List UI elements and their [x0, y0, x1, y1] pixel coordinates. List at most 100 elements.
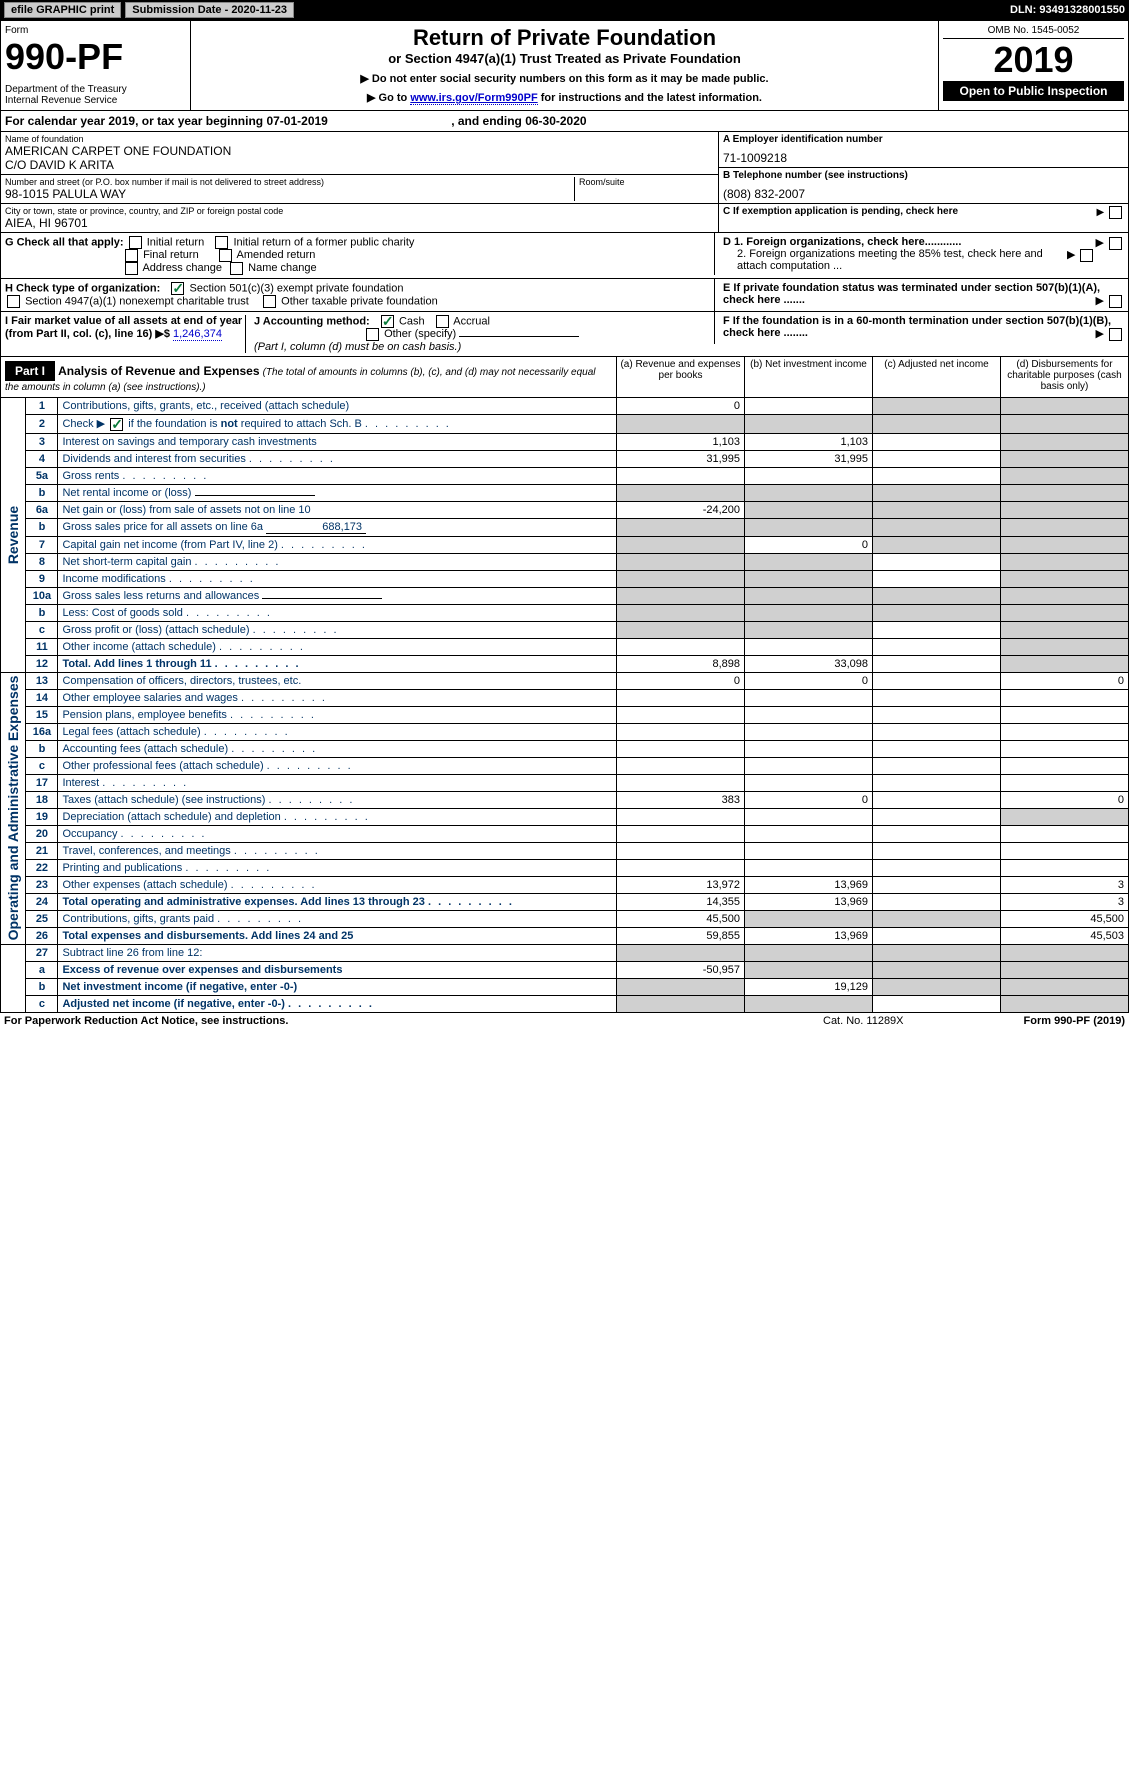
part1-label: Part I — [5, 361, 55, 381]
table-row: 8Net short-term capital gain — [26, 553, 1129, 570]
g-initial-return-checkbox[interactable] — [129, 236, 142, 249]
revenue-section: Revenue 1Contributions, gifts, grants, e… — [0, 398, 1129, 673]
irs-link[interactable]: www.irs.gov/Form990PF — [410, 92, 537, 105]
table-row: 2Check ▶ if the foundation is not requir… — [26, 415, 1129, 434]
j-accrual-checkbox[interactable] — [436, 315, 449, 328]
table-row: 18Taxes (attach schedule) (see instructi… — [26, 791, 1129, 808]
table-row: 27Subtract line 26 from line 12: — [26, 945, 1129, 962]
d2-checkbox[interactable] — [1080, 249, 1093, 262]
g-final-return-checkbox[interactable] — [125, 249, 138, 262]
g-initial-former-checkbox[interactable] — [215, 236, 228, 249]
g-address-change-checkbox[interactable] — [125, 262, 138, 275]
summary-section: 27Subtract line 26 from line 12:aExcess … — [0, 945, 1129, 1013]
e-checkbox[interactable] — [1109, 295, 1122, 308]
section-f: F If the foundation is in a 60-month ter… — [714, 312, 1124, 344]
efile-button[interactable]: efile GRAPHIC print — [4, 2, 121, 18]
form-word: Form — [5, 25, 186, 36]
revenue-label: Revenue — [0, 398, 25, 673]
table-row: bNet investment income (if negative, ent… — [26, 978, 1129, 995]
form-header: Form 990-PF Department of the Treasury I… — [0, 20, 1129, 111]
section-h: H Check type of organization: Section 50… — [5, 282, 714, 308]
table-row: 12Total. Add lines 1 through 11 8,89833,… — [26, 655, 1129, 672]
table-row: 22Printing and publications — [26, 859, 1129, 876]
exemption-row: C If exemption application is pending, c… — [719, 204, 1128, 219]
pra-notice: For Paperwork Reduction Act Notice, see … — [4, 1015, 288, 1027]
j-cash-checkbox[interactable] — [381, 315, 394, 328]
submission-date-button[interactable]: Submission Date - 2020-11-23 — [125, 2, 294, 18]
table-row: 20Occupancy — [26, 825, 1129, 842]
exemption-checkbox[interactable] — [1109, 206, 1122, 219]
summary-spacer — [0, 945, 25, 1013]
table-row: 15Pension plans, employee benefits — [26, 706, 1129, 723]
section-g: G Check all that apply: Initial return I… — [5, 236, 714, 275]
dept-label: Department of the Treasury Internal Reve… — [5, 84, 186, 106]
foundation-name-row: Name of foundation AMERICAN CARPET ONE F… — [1, 132, 718, 175]
h-501c3-checkbox[interactable] — [171, 282, 184, 295]
col-a-header: (a) Revenue and expenses per books — [616, 357, 744, 397]
col-c-header: (c) Adjusted net income — [872, 357, 1000, 397]
table-row: 16aLegal fees (attach schedule) — [26, 723, 1129, 740]
form-subtitle: or Section 4947(a)(1) Trust Treated as P… — [195, 51, 934, 66]
expenses-section: Operating and Administrative Expenses 13… — [0, 673, 1129, 945]
form-ref: Form 990-PF (2019) — [1024, 1015, 1125, 1027]
form-note-2: ▶ Go to www.irs.gov/Form990PF for instru… — [195, 91, 934, 104]
table-row: 19Depreciation (attach schedule) and dep… — [26, 808, 1129, 825]
col-d-header: (d) Disbursements for charitable purpose… — [1000, 357, 1128, 397]
table-row: 10aGross sales less returns and allowanc… — [26, 587, 1129, 604]
part1-header-row: Part I Analysis of Revenue and Expenses … — [0, 357, 1129, 398]
expenses-label: Operating and Administrative Expenses — [0, 673, 25, 945]
expenses-table: 13Compensation of officers, directors, t… — [25, 673, 1129, 945]
table-row: 11Other income (attach schedule) — [26, 638, 1129, 655]
section-e: E If private foundation status was termi… — [714, 279, 1124, 311]
form-header-left: Form 990-PF Department of the Treasury I… — [1, 21, 191, 110]
g-name-change-checkbox[interactable] — [230, 262, 243, 275]
check-sections: G Check all that apply: Initial return I… — [0, 233, 1129, 357]
tax-year: 2019 — [943, 39, 1124, 81]
j-other-checkbox[interactable] — [366, 328, 379, 341]
section-d: D 1. Foreign organizations, check here..… — [714, 233, 1124, 275]
h-4947-checkbox[interactable] — [7, 295, 20, 308]
table-row: 5aGross rents — [26, 467, 1129, 484]
form-number: 990-PF — [5, 36, 186, 78]
table-row: 23Other expenses (attach schedule) 13,97… — [26, 876, 1129, 893]
table-row: 13Compensation of officers, directors, t… — [26, 673, 1129, 690]
form-header-center: Return of Private Foundation or Section … — [191, 21, 938, 110]
phone-row: B Telephone number (see instructions) (8… — [719, 168, 1128, 204]
f-checkbox[interactable] — [1109, 328, 1122, 341]
h-other-taxable-checkbox[interactable] — [263, 295, 276, 308]
table-row: 1Contributions, gifts, grants, etc., rec… — [26, 398, 1129, 415]
table-row: cAdjusted net income (if negative, enter… — [26, 995, 1129, 1012]
form-header-right: OMB No. 1545-0052 2019 Open to Public In… — [938, 21, 1128, 110]
table-row: 6aNet gain or (loss) from sale of assets… — [26, 501, 1129, 518]
d1-checkbox[interactable] — [1109, 237, 1122, 250]
table-row: cGross profit or (loss) (attach schedule… — [26, 621, 1129, 638]
table-row: bGross sales price for all assets on lin… — [26, 518, 1129, 536]
table-row: 17Interest — [26, 774, 1129, 791]
revenue-table: 1Contributions, gifts, grants, etc., rec… — [25, 398, 1129, 673]
table-row: bAccounting fees (attach schedule) — [26, 740, 1129, 757]
g-amended-checkbox[interactable] — [219, 249, 232, 262]
open-to-public: Open to Public Inspection — [943, 81, 1124, 101]
col-b-header: (b) Net investment income — [744, 357, 872, 397]
table-row: 7Capital gain net income (from Part IV, … — [26, 536, 1129, 553]
table-row: bNet rental income or (loss) — [26, 484, 1129, 501]
table-row: bLess: Cost of goods sold — [26, 604, 1129, 621]
ein-row: A Employer identification number 71-1009… — [719, 132, 1128, 168]
table-row: 25Contributions, gifts, grants paid 45,5… — [26, 910, 1129, 927]
table-row: 14Other employee salaries and wages — [26, 689, 1129, 706]
fmv-link[interactable]: 1,246,374 — [173, 328, 222, 341]
sch-b-checkbox[interactable] — [110, 418, 123, 431]
table-row: 21Travel, conferences, and meetings — [26, 842, 1129, 859]
section-i-j: I Fair market value of all assets at end… — [5, 315, 714, 353]
city-row: City or town, state or province, country… — [1, 204, 718, 232]
table-row: 24Total operating and administrative exp… — [26, 893, 1129, 910]
cat-no: Cat. No. 11289X — [823, 1015, 904, 1027]
calendar-year-row: For calendar year 2019, or tax year begi… — [0, 111, 1129, 132]
table-row: 9Income modifications — [26, 570, 1129, 587]
entity-block: Name of foundation AMERICAN CARPET ONE F… — [0, 132, 1129, 233]
table-row: 4Dividends and interest from securities … — [26, 450, 1129, 467]
address-row: Number and street (or P.O. box number if… — [1, 175, 718, 204]
dln-label: DLN: 93491328001550 — [1010, 4, 1125, 16]
table-row: cOther professional fees (attach schedul… — [26, 757, 1129, 774]
summary-table: 27Subtract line 26 from line 12:aExcess … — [25, 945, 1129, 1013]
